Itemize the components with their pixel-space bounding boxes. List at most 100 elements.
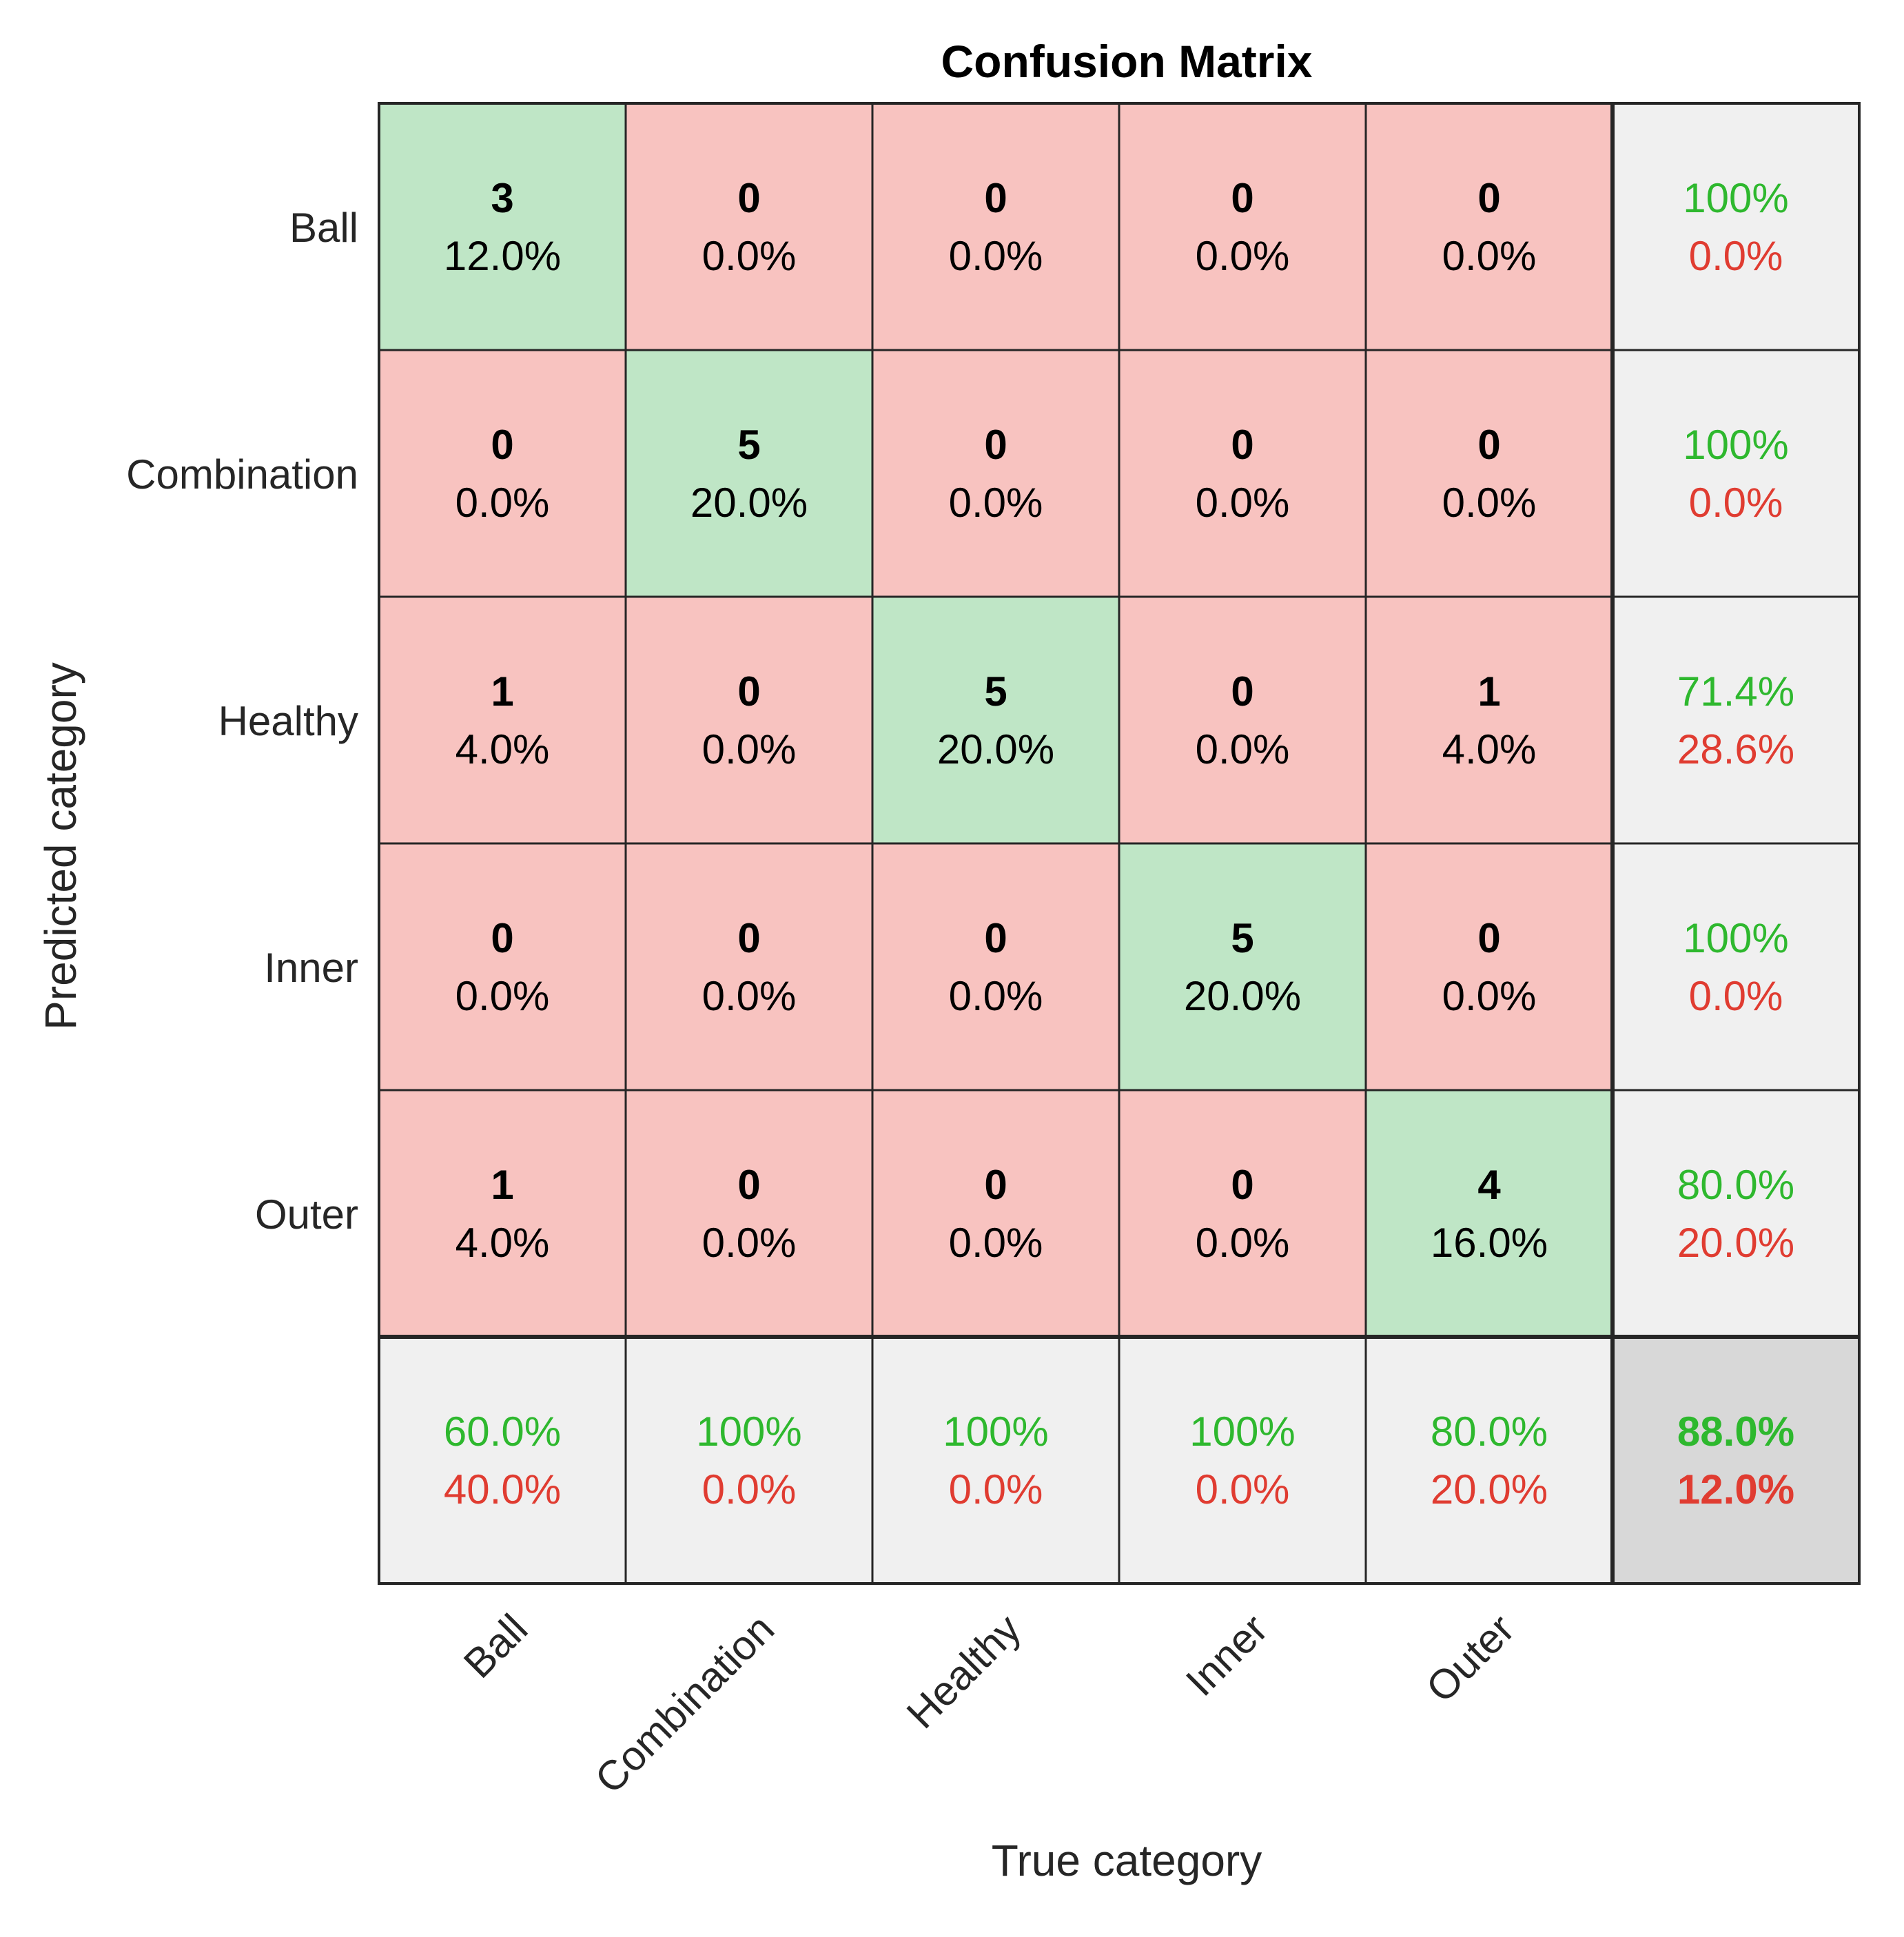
cell-percentage: 0.0% [455,973,550,1019]
cell-count: 3 [491,175,513,221]
off-diagonal-cell-bg [872,1090,1119,1337]
cell-percentage: 20.0% [937,726,1054,772]
matrix-cell: 0 0.0% [1366,103,1613,350]
cell-count: 0 [1477,422,1500,468]
cell-count: 0 [1477,915,1500,961]
col-miss-rate: 20.0% [1431,1466,1548,1513]
matrix-cell: 0 0.0% [1119,103,1366,350]
diagonal-cell-bg [626,350,872,597]
row-summary-cell: 100% 0.0% [1613,843,1859,1090]
cell-percentage: 20.0% [690,480,808,526]
row-summary-cell: 71.4% 28.6% [1613,597,1859,843]
off-diagonal-cell-bg [626,843,872,1090]
diagonal-cell-bg [1119,843,1366,1090]
y-tick-label: Combination [126,451,358,498]
cell-percentage: 4.0% [1442,726,1537,772]
row-summary-cell: 80.0% 20.0% [1613,1090,1859,1337]
col-recall: 100% [696,1408,801,1455]
off-diagonal-cell-bg [626,103,872,350]
cell-count: 5 [984,668,1007,715]
col-miss-rate: 40.0% [444,1466,561,1513]
diagonal-cell-bg [1366,1090,1613,1337]
cell-count: 0 [737,668,760,715]
matrix-cell: 0 0.0% [872,843,1119,1090]
row-summary-cell: 100% 0.0% [1613,350,1859,597]
matrix-cell: 1 4.0% [379,1090,626,1337]
col-recall: 80.0% [1431,1408,1548,1455]
matrix-cell: 0 0.0% [872,350,1119,597]
col-summary-cell: 60.0% 40.0% [379,1337,626,1584]
col-recall: 60.0% [444,1408,561,1455]
cell-count: 0 [491,422,513,468]
off-diagonal-cell-bg [1366,103,1613,350]
y-axis-title: Predicted category [36,662,85,1030]
cell-percentage: 0.0% [702,973,797,1019]
off-diagonal-cell-bg [626,1090,872,1337]
cell-percentage: 0.0% [1442,233,1537,279]
matrix-cells: 3 12.0% 0 0.0% 0 0.0% 0 0.0% 0 0.0% 0 0.0% 5 20.0% 0 0.… [379,103,1859,1584]
summary-cell-bg [1613,597,1859,843]
row-precision: 100% [1683,915,1788,961]
row-error-rate: 0.0% [1689,973,1783,1019]
off-diagonal-cell-bg [379,1090,626,1337]
off-diagonal-cell-bg [872,350,1119,597]
cell-percentage: 0.0% [1196,726,1290,772]
col-summary-cell: 100% 0.0% [1119,1337,1366,1584]
cell-percentage: 0.0% [702,233,797,279]
cell-count: 1 [491,1162,513,1208]
matrix-cell: 0 0.0% [626,597,872,843]
off-diagonal-cell-bg [1119,350,1366,597]
row-error-rate: 0.0% [1689,233,1783,279]
overall-accuracy: 88.0% [1677,1408,1794,1455]
col-recall: 100% [943,1408,1048,1455]
col-miss-rate: 0.0% [1196,1466,1290,1513]
off-diagonal-cell-bg [379,597,626,843]
cell-count: 0 [1477,175,1500,221]
cell-percentage: 0.0% [949,480,1043,526]
cell-count: 0 [1231,175,1253,221]
cell-percentage: 0.0% [1442,480,1537,526]
cell-count: 1 [491,668,513,715]
summary-cell-bg [379,1337,626,1584]
col-summary-cell: 80.0% 20.0% [1366,1337,1613,1584]
off-diagonal-cell-bg [872,103,1119,350]
cell-count: 0 [1231,1162,1253,1208]
y-tick-label: Healthy [218,698,358,744]
cell-count: 0 [1231,668,1253,715]
summary-cell-bg [626,1337,872,1584]
col-summary-cell: 100% 0.0% [626,1337,872,1584]
matrix-cell: 0 0.0% [626,103,872,350]
overall-accuracy-cell: 88.0% 12.0% [1613,1337,1859,1584]
matrix-cell: 0 0.0% [1366,843,1613,1090]
chart-title: Confusion Matrix [941,36,1313,87]
cell-count: 0 [737,915,760,961]
x-axis-title: True category [992,1836,1262,1885]
overall-error: 12.0% [1677,1466,1794,1513]
cell-percentage: 0.0% [949,1220,1043,1266]
matrix-cell: 1 4.0% [379,597,626,843]
cell-count: 0 [737,175,760,221]
col-miss-rate: 0.0% [949,1466,1043,1513]
matrix-cell: 0 0.0% [1119,350,1366,597]
off-diagonal-cell-bg [872,843,1119,1090]
off-diagonal-cell-bg [626,597,872,843]
matrix-grid [378,102,1861,1585]
matrix-cell: 1 4.0% [1366,597,1613,843]
cell-percentage: 0.0% [702,1220,797,1266]
cell-count: 4 [1477,1162,1501,1208]
cell-percentage: 4.0% [455,726,550,772]
diagonal-cell-bg [379,103,626,350]
matrix-cell: 0 0.0% [626,843,872,1090]
col-recall: 100% [1189,1408,1295,1455]
cell-count: 0 [984,175,1007,221]
matrix-border [378,102,1861,1585]
matrix-cell: 5 20.0% [872,597,1119,843]
matrix-cell: 3 12.0% [379,103,626,350]
row-error-rate: 28.6% [1677,726,1794,772]
cell-percentage: 12.0% [444,233,561,279]
row-precision: 100% [1683,175,1788,221]
matrix-cell: 0 0.0% [379,350,626,597]
cell-count: 5 [1231,915,1253,961]
